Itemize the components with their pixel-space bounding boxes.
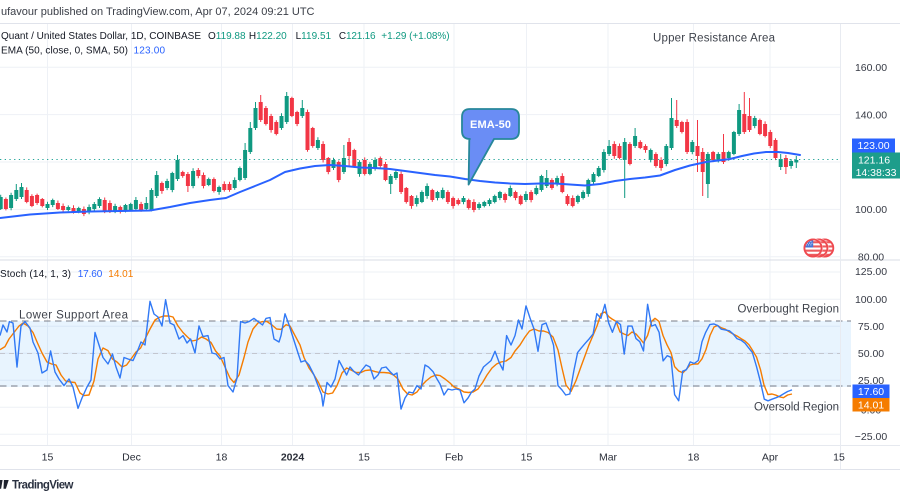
svg-text:100.00: 100.00 (855, 204, 887, 216)
svg-text:Overbought Region: Overbought Region (738, 304, 840, 316)
svg-text:25.00: 25.00 (858, 375, 884, 387)
svg-text:80.00: 80.00 (858, 251, 884, 263)
svg-text:ufavour published on TradingVi: ufavour published on TradingView.com, Ap… (1, 6, 315, 18)
svg-text:L119.51: L119.51 (296, 31, 332, 42)
svg-text:121.16: 121.16 (858, 155, 890, 167)
svg-text:Stoch (14, 1, 3): Stoch (14, 1, 3) (0, 269, 71, 280)
svg-text:15: 15 (358, 452, 370, 464)
svg-text:18: 18 (216, 452, 228, 464)
svg-text:140.00: 140.00 (855, 109, 887, 121)
svg-text:123.00: 123.00 (134, 45, 166, 56)
svg-text:17.60: 17.60 (858, 386, 884, 398)
svg-text:Oversold Region: Oversold Region (754, 402, 839, 414)
svg-text:125.00: 125.00 (855, 266, 887, 278)
svg-text:Feb: Feb (445, 452, 463, 464)
svg-text:O119.88: O119.88 (208, 31, 246, 42)
svg-text:Apr: Apr (762, 452, 779, 464)
svg-text:17.60: 17.60 (78, 269, 103, 280)
svg-text:EMA-50: EMA-50 (470, 119, 511, 131)
svg-text:Upper Resistance Area: Upper Resistance Area (653, 33, 776, 45)
svg-text:160.00: 160.00 (855, 62, 887, 74)
svg-text:18: 18 (688, 452, 700, 464)
svg-text:Quant / United States Dollar,: Quant / United States Dollar, 1D, COINBA… (1, 31, 201, 42)
svg-text:15: 15 (42, 452, 54, 464)
svg-text:14.01: 14.01 (858, 400, 884, 412)
svg-text:+1.29 (+1.08%): +1.29 (+1.08%) (381, 31, 449, 42)
svg-text:123.00: 123.00 (857, 140, 889, 152)
svg-text:Mar: Mar (599, 452, 618, 464)
svg-text:2024: 2024 (281, 452, 305, 464)
svg-text:Dec: Dec (122, 452, 141, 464)
svg-text:Lower Support Area: Lower Support Area (19, 310, 129, 322)
svg-text:100.00: 100.00 (855, 294, 887, 306)
svg-text:14.01: 14.01 (108, 269, 133, 280)
svg-text:−25.00: −25.00 (855, 431, 888, 443)
svg-text:C121.16: C121.16 (339, 31, 376, 42)
svg-text:14:38:33: 14:38:33 (856, 167, 897, 179)
svg-text:50.00: 50.00 (858, 348, 884, 360)
svg-text:H122.20: H122.20 (249, 31, 287, 42)
svg-text:EMA (50, close, 0, SMA, 50): EMA (50, close, 0, SMA, 50) (1, 45, 128, 56)
svg-text:15: 15 (521, 452, 533, 464)
svg-text:75.00: 75.00 (858, 321, 884, 333)
svg-text:15: 15 (833, 452, 845, 464)
svg-text:TradingView: TradingView (12, 480, 74, 492)
